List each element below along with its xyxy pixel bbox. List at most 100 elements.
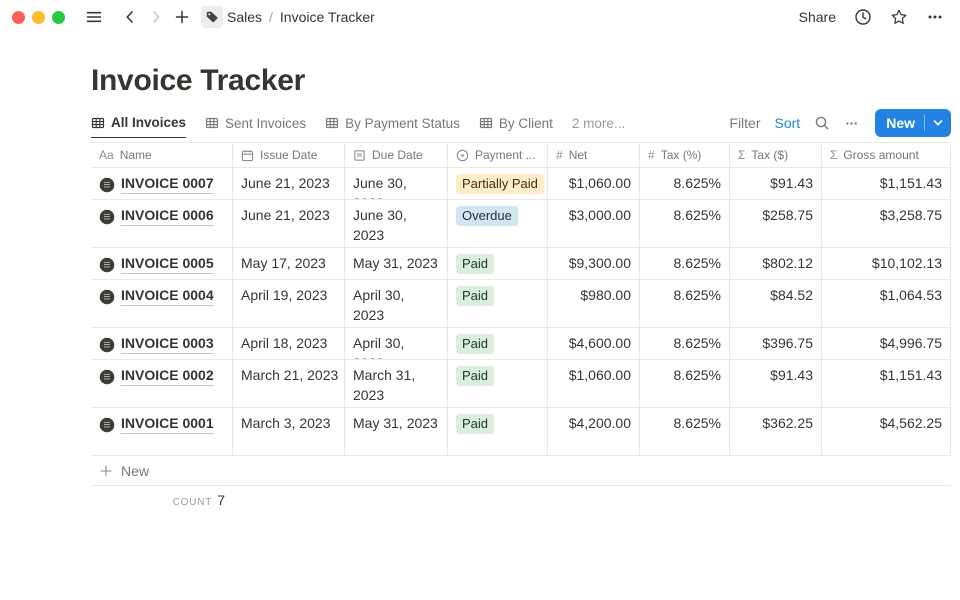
maximize-window-icon[interactable] bbox=[52, 10, 65, 24]
column-header-payment[interactable]: Payment ... bbox=[448, 143, 548, 167]
cell-tax-pct[interactable]: 8.625% bbox=[640, 280, 730, 327]
cell-tax-usd[interactable]: $91.43 bbox=[730, 168, 822, 199]
cell-name[interactable]: INVOICE 0001 bbox=[91, 408, 233, 455]
tab-2-more[interactable]: 2 more... bbox=[572, 108, 625, 138]
close-window-icon[interactable] bbox=[12, 10, 25, 24]
cell-issue-date[interactable]: April 19, 2023 bbox=[233, 280, 345, 327]
cell-tax-pct[interactable]: 8.625% bbox=[640, 408, 730, 455]
cell-net[interactable]: $1,060.00 bbox=[548, 168, 640, 199]
cell-issue-date[interactable]: June 21, 2023 bbox=[233, 168, 345, 199]
cell-due-date[interactable]: April 30, 2023 bbox=[345, 328, 448, 359]
column-header-gross-amount[interactable]: Σ Gross amount bbox=[822, 143, 951, 167]
cell-payment-status[interactable]: Paid bbox=[448, 328, 548, 359]
view-options-icon[interactable] bbox=[844, 116, 859, 131]
column-header-tax[interactable]: Σ Tax ($) bbox=[730, 143, 822, 167]
new-button-label[interactable]: New bbox=[886, 115, 915, 131]
column-header-tax[interactable]: # Tax (%) bbox=[640, 143, 730, 167]
more-icon[interactable] bbox=[922, 4, 948, 30]
invoice-title-link[interactable]: INVOICE 0001 bbox=[121, 413, 214, 434]
cell-tax-usd[interactable]: $362.25 bbox=[730, 408, 822, 455]
cell-payment-status[interactable]: Paid bbox=[448, 360, 548, 407]
cell-tax-usd[interactable]: $396.75 bbox=[730, 328, 822, 359]
cell-name[interactable]: INVOICE 0002 bbox=[91, 360, 233, 407]
search-icon[interactable] bbox=[814, 115, 830, 131]
cell-name[interactable]: INVOICE 0003 bbox=[91, 328, 233, 359]
cell-gross-amount[interactable]: $1,151.43 bbox=[822, 360, 951, 407]
cell-gross-amount[interactable]: $1,151.43 bbox=[822, 168, 951, 199]
cell-name[interactable]: INVOICE 0004 bbox=[91, 280, 233, 327]
cell-payment-status[interactable]: Paid bbox=[448, 408, 548, 455]
cell-tax-pct[interactable]: 8.625% bbox=[640, 168, 730, 199]
cell-due-date[interactable]: May 31, 2023 bbox=[345, 408, 448, 455]
cell-due-date[interactable]: March 31, 2023 bbox=[345, 360, 448, 407]
cell-payment-status[interactable]: Paid bbox=[448, 248, 548, 279]
cell-name[interactable]: INVOICE 0005 bbox=[91, 248, 233, 279]
cell-payment-status[interactable]: Paid bbox=[448, 280, 548, 327]
sidebar-menu-icon[interactable] bbox=[81, 4, 107, 30]
table-row[interactable]: INVOICE 0006 June 21, 2023 June 30, 2023 Ov… bbox=[91, 200, 951, 248]
tab-sent-invoices[interactable]: Sent Invoices bbox=[205, 108, 306, 138]
cell-gross-amount[interactable]: $10,102.13 bbox=[822, 248, 951, 279]
cell-due-date[interactable]: June 30, 2023 bbox=[345, 168, 448, 199]
tab-by-client[interactable]: By Client bbox=[479, 108, 553, 138]
invoice-title-link[interactable]: INVOICE 0002 bbox=[121, 365, 214, 386]
cell-due-date[interactable]: June 30, 2023 bbox=[345, 200, 448, 247]
cell-tax-usd[interactable]: $258.75 bbox=[730, 200, 822, 247]
cell-net[interactable]: $4,600.00 bbox=[548, 328, 640, 359]
table-row[interactable]: INVOICE 0001 March 3, 2023 May 31, 2023 Pai… bbox=[91, 408, 951, 456]
cell-tax-pct[interactable]: 8.625% bbox=[640, 360, 730, 407]
cell-net[interactable]: $4,200.00 bbox=[548, 408, 640, 455]
invoice-title-link[interactable]: INVOICE 0003 bbox=[121, 333, 214, 354]
tab-by-payment-status[interactable]: By Payment Status bbox=[325, 108, 460, 138]
invoice-title-link[interactable]: INVOICE 0004 bbox=[121, 285, 214, 306]
share-button[interactable]: Share bbox=[798, 9, 836, 25]
minimize-window-icon[interactable] bbox=[32, 10, 45, 24]
cell-due-date[interactable]: April 30, 2023 bbox=[345, 280, 448, 327]
cell-issue-date[interactable]: June 21, 2023 bbox=[233, 200, 345, 247]
new-page-icon[interactable] bbox=[169, 4, 195, 30]
cell-gross-amount[interactable]: $3,258.75 bbox=[822, 200, 951, 247]
column-header-issue-date[interactable]: Issue Date bbox=[233, 143, 345, 167]
count-summary[interactable]: COUNT 7 bbox=[91, 486, 233, 508]
column-header-due-date[interactable]: Due Date bbox=[345, 143, 448, 167]
cell-tax-usd[interactable]: $91.43 bbox=[730, 360, 822, 407]
cell-tax-pct[interactable]: 8.625% bbox=[640, 200, 730, 247]
cell-issue-date[interactable]: March 3, 2023 bbox=[233, 408, 345, 455]
new-row-button[interactable]: New bbox=[91, 456, 951, 486]
invoice-title-link[interactable]: INVOICE 0006 bbox=[121, 205, 214, 226]
table-row[interactable]: INVOICE 0005 May 17, 2023 May 31, 2023 Paid… bbox=[91, 248, 951, 280]
table-row[interactable]: INVOICE 0002 March 21, 2023 March 31, 2023… bbox=[91, 360, 951, 408]
new-button[interactable]: New bbox=[875, 109, 951, 137]
cell-gross-amount[interactable]: $1,064.53 bbox=[822, 280, 951, 327]
cell-issue-date[interactable]: May 17, 2023 bbox=[233, 248, 345, 279]
cell-tax-usd[interactable]: $802.12 bbox=[730, 248, 822, 279]
back-icon[interactable] bbox=[117, 4, 143, 30]
cell-issue-date[interactable]: April 18, 2023 bbox=[233, 328, 345, 359]
invoice-title-link[interactable]: INVOICE 0007 bbox=[121, 173, 214, 194]
cell-net[interactable]: $980.00 bbox=[548, 280, 640, 327]
breadcrumb-page[interactable]: Invoice Tracker bbox=[279, 9, 375, 25]
page-icon-chip[interactable] bbox=[201, 6, 223, 28]
cell-name[interactable]: INVOICE 0007 bbox=[91, 168, 233, 199]
cell-net[interactable]: $1,060.00 bbox=[548, 360, 640, 407]
cell-issue-date[interactable]: March 21, 2023 bbox=[233, 360, 345, 407]
cell-gross-amount[interactable]: $4,562.25 bbox=[822, 408, 951, 455]
invoice-title-link[interactable]: INVOICE 0005 bbox=[121, 253, 214, 274]
star-icon[interactable] bbox=[886, 4, 912, 30]
traffic-lights[interactable] bbox=[12, 10, 65, 24]
cell-payment-status[interactable]: Overdue bbox=[448, 200, 548, 247]
clock-icon[interactable] bbox=[850, 4, 876, 30]
breadcrumb-space[interactable]: Sales bbox=[227, 9, 263, 25]
cell-name[interactable]: INVOICE 0006 bbox=[91, 200, 233, 247]
cell-payment-status[interactable]: Partially Paid bbox=[448, 168, 548, 199]
cell-tax-pct[interactable]: 8.625% bbox=[640, 328, 730, 359]
table-row[interactable]: INVOICE 0004 April 19, 2023 April 30, 2023… bbox=[91, 280, 951, 328]
chevron-down-icon[interactable] bbox=[925, 119, 951, 127]
cell-gross-amount[interactable]: $4,996.75 bbox=[822, 328, 951, 359]
filter-button[interactable]: Filter bbox=[729, 115, 761, 131]
tab-all-invoices[interactable]: All Invoices bbox=[91, 108, 187, 138]
cell-due-date[interactable]: May 31, 2023 bbox=[345, 248, 448, 279]
cell-net[interactable]: $9,300.00 bbox=[548, 248, 640, 279]
